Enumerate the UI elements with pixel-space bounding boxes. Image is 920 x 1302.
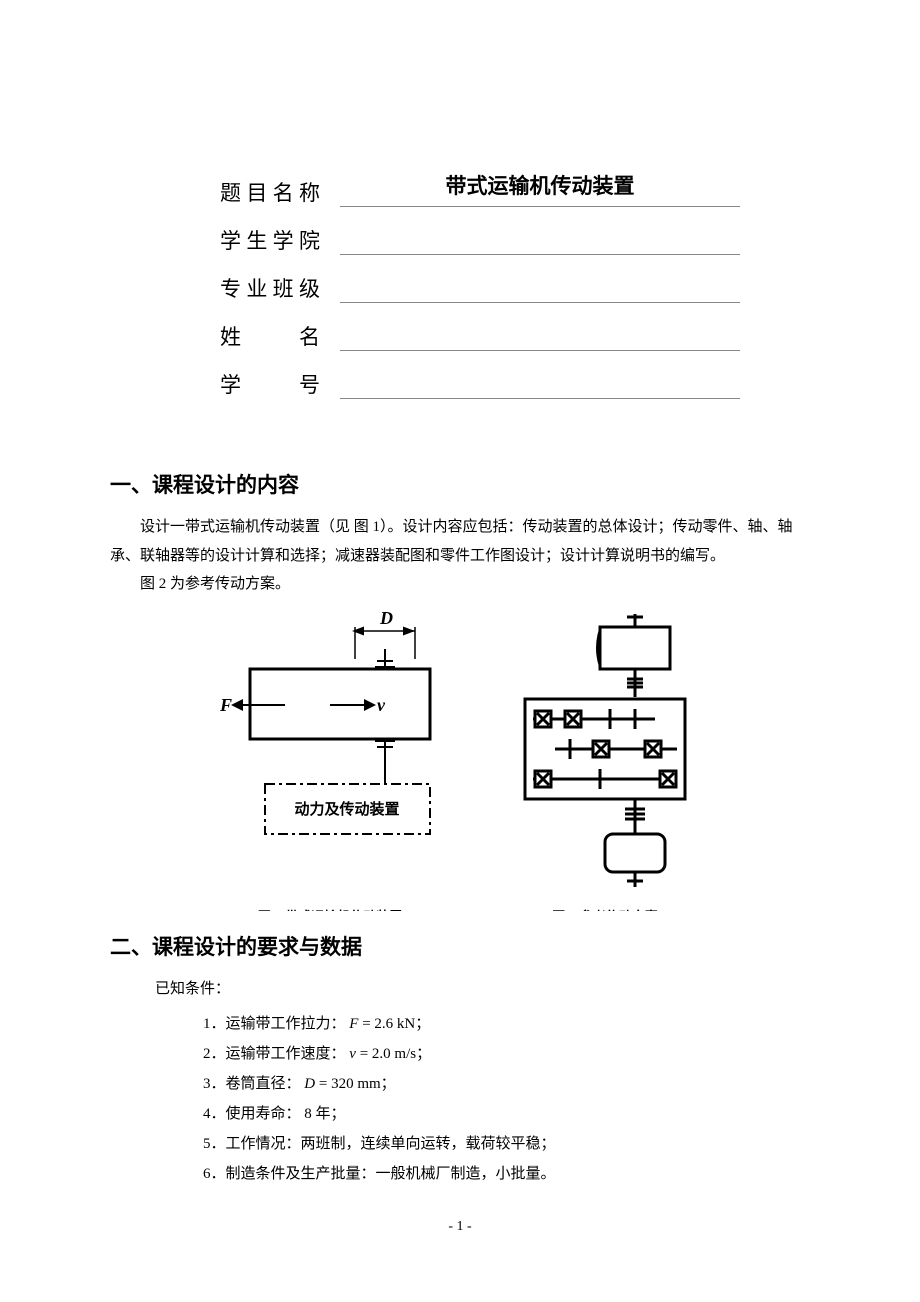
header-value-wrap [340,392,740,399]
header-label: 学 生 学 院 [220,225,320,255]
college-value [340,248,740,252]
para-text: 设计一带式运输机传动装置（见 图 1）。设计内容应包括：传动装置的总体设计；传动… [110,519,793,564]
label-char: 目 [246,177,267,207]
label-char: 名 [299,321,320,351]
cond-item: 4．使用寿命： 8 年； [203,1099,810,1129]
header-value-wrap [340,296,740,303]
figure1-box-text: 动力及传动装置 [294,800,399,818]
label-char: 学 [220,369,241,399]
header-value-wrap: 带式运输机传动装置 [340,170,740,207]
cond-num: 6 [203,1166,211,1182]
cond-num: 1 [203,1016,211,1032]
label-char: 专 [220,273,241,303]
header-row-title: 题 目 名 称 带式运输机传动装置 [220,170,810,207]
section1-para2: 图 2 为参考传动方案。 [110,570,810,599]
figure2-caption: 图 2 参考传动方案 [552,909,657,911]
figures-row: D F v [110,609,810,911]
name-value [340,344,740,348]
label-char: 业 [246,273,267,303]
cond-item: 1．运输带工作拉力： F = 2.6 kN； [203,1009,810,1039]
label-char: 题 [220,177,241,207]
cond-num: 5 [203,1136,211,1152]
figure1-caption-clip: 图 1 带式运输机传动装置 [258,899,402,911]
label-char: 级 [299,273,320,303]
label-char: 生 [246,225,267,255]
label-char: 名 [273,177,294,207]
header-label: 姓 名 [220,321,320,351]
header-form: 题 目 名 称 带式运输机传动装置 学 生 学 院 [220,170,810,399]
label-char: 号 [299,369,320,399]
cond-text: ．工作情况：两班制，连续单向运转，载荷较平稳； [211,1136,556,1152]
label-char: 学 [220,225,241,255]
cond-num: 3 [203,1076,211,1092]
underline [340,302,740,303]
figure1-caption: 图 1 带式运输机传动装置 [258,909,402,911]
project-title: 带式运输机传动装置 [340,170,740,204]
section1-heading: 一、课程设计的内容 [110,469,810,499]
header-row-name: 姓 名 [220,321,810,351]
section2-heading: 二、课程设计的要求与数据 [110,931,810,961]
label-char: 院 [299,225,320,255]
label-char: 称 [299,177,320,207]
cond-num: 4 [203,1106,211,1122]
section1-para1: 设计一带式运输机传动装置（见 图 1）。设计内容应包括：传动装置的总体设计；传动… [110,513,810,570]
underline [340,350,740,351]
figure1: D F v [215,609,445,911]
label-char: 姓 [220,321,241,351]
label-F: F [219,695,232,715]
cond-eq: = 2.6 kN； [358,1016,430,1032]
figure2-svg [505,609,705,899]
underline [340,398,740,399]
cond-item: 2．运输带工作速度： v = 2.0 m/s； [203,1039,810,1069]
cond-text: ．制造条件及生产批量：一般机械厂制造，小批量。 [211,1166,556,1182]
figure2-caption-clip: 图 2 参考传动方案 [552,899,657,911]
cond-eq: = 2.0 m/s； [356,1046,431,1062]
header-row-id: 学 号 [220,369,810,399]
header-value-wrap [340,344,740,351]
cond-text: ．运输带工作拉力： [211,1016,350,1032]
cond-item: 3．卷筒直径： D = 320 mm； [203,1069,810,1099]
cond-num: 2 [203,1046,211,1062]
page-number: - 1 - [110,1219,810,1235]
cond-text: ．使用寿命： 8 年； [211,1106,346,1122]
cond-item: 5．工作情况：两班制，连续单向运转，载荷较平稳； [203,1129,810,1159]
cond-text: ．卷筒直径： [211,1076,305,1092]
underline [340,206,740,207]
class-value [340,296,740,300]
underline [340,254,740,255]
figure2: 图 2 参考传动方案 [505,609,705,911]
cond-text: ．运输带工作速度： [211,1046,350,1062]
header-row-college: 学 生 学 院 [220,225,810,255]
label-char: 学 [273,225,294,255]
conditions-list: 1．运输带工作拉力： F = 2.6 kN； 2．运输带工作速度： v = 2.… [158,1009,810,1189]
label-char: 班 [273,273,294,303]
label-v: v [377,695,386,715]
cond-item: 6．制造条件及生产批量：一般机械厂制造，小批量。 [203,1159,810,1189]
label-D: D [379,609,393,628]
section2-intro: 已知条件： [110,975,810,1004]
header-value-wrap [340,248,740,255]
cond-var: D [304,1076,315,1092]
header-row-class: 专 业 班 级 [220,273,810,303]
cond-eq: = 320 mm； [315,1076,396,1092]
figure1-svg: D F v [215,609,445,899]
id-value [340,392,740,396]
header-label: 题 目 名 称 [220,177,320,207]
header-label: 学 号 [220,369,320,399]
header-label: 专 业 班 级 [220,273,320,303]
cond-var: v [349,1046,356,1062]
page: 题 目 名 称 带式运输机传动装置 学 生 学 院 [0,0,920,1285]
